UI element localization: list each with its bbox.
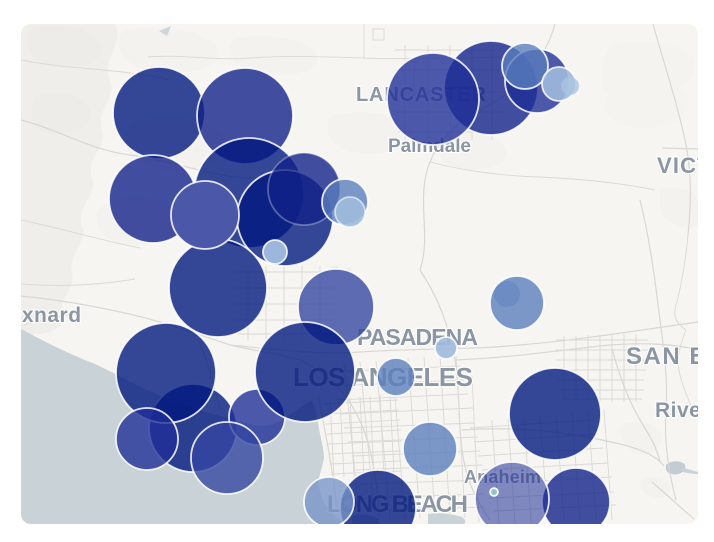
svg-text:VICTORVILLE: VICTORVILLE (657, 153, 714, 178)
svg-text:Oxnard: Oxnard (5, 304, 82, 327)
svg-text:Riverside: Riverside (655, 399, 714, 422)
svg-text:PASADENA: PASADENA (357, 324, 478, 350)
svg-text:SAN BERNARDINO: SAN BERNARDINO (626, 343, 714, 370)
